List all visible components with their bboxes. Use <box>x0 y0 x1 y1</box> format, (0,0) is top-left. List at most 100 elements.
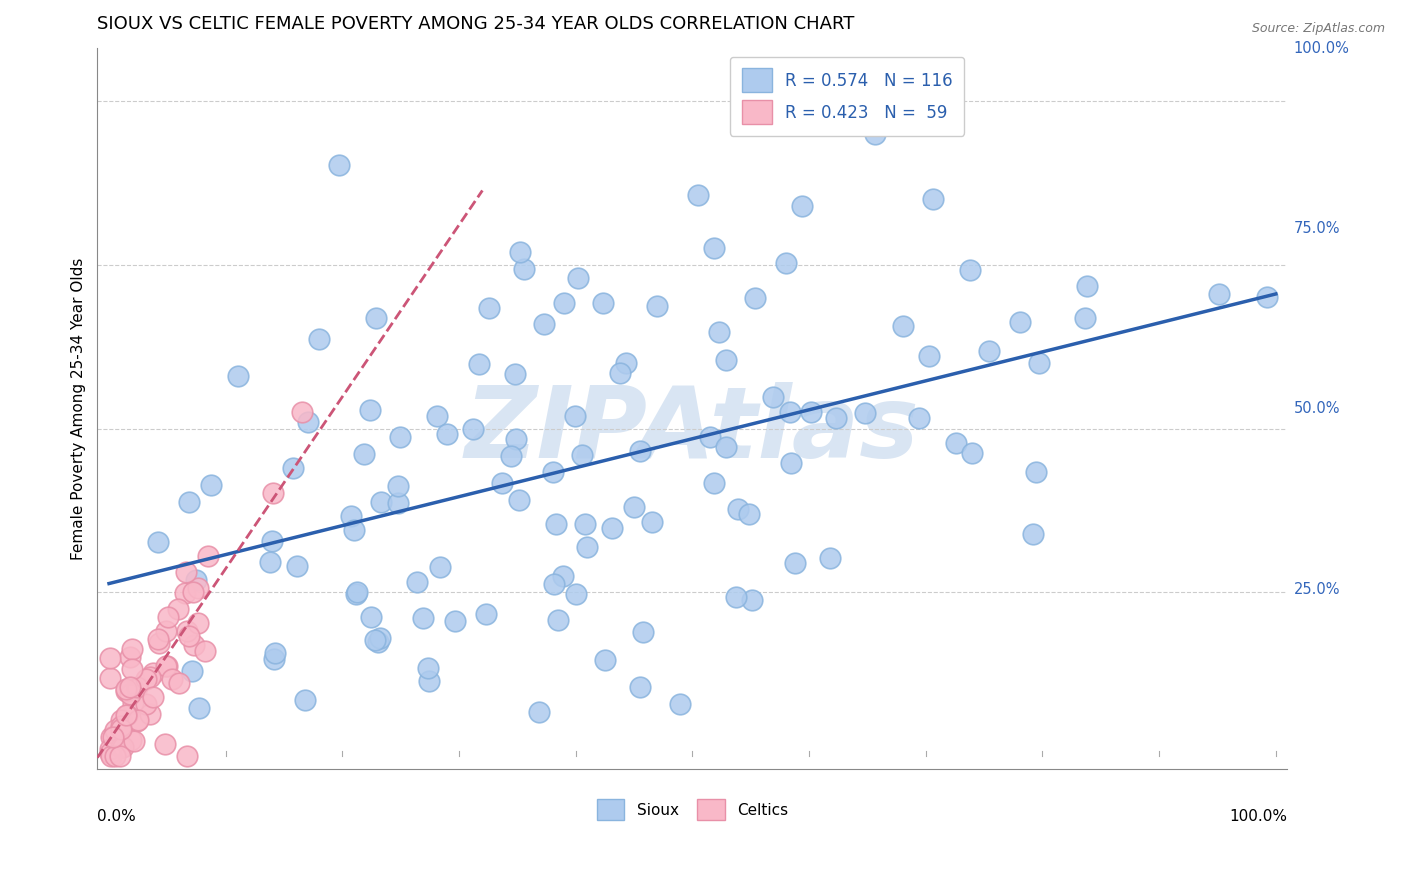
Point <box>508 492 530 507</box>
Point <box>463 422 485 436</box>
Point <box>818 550 841 565</box>
Point <box>891 319 914 334</box>
Point <box>155 659 177 673</box>
Point <box>176 749 198 764</box>
Point <box>908 411 931 425</box>
Point <box>353 447 375 461</box>
Point <box>959 262 981 277</box>
Point <box>346 586 368 600</box>
Text: SIOUX VS CELTIC FEMALE POVERTY AMONG 25-34 YEAR OLDS CORRELATION CHART: SIOUX VS CELTIC FEMALE POVERTY AMONG 25-… <box>97 15 855 33</box>
Point <box>262 533 284 548</box>
Point <box>1208 287 1230 301</box>
Point <box>505 432 527 446</box>
Point <box>367 635 389 649</box>
Point <box>922 193 945 207</box>
Point <box>135 697 157 711</box>
Point <box>575 541 598 555</box>
Point <box>100 731 122 745</box>
Point <box>121 641 143 656</box>
Point <box>426 409 449 423</box>
Point <box>101 730 124 744</box>
Point <box>699 430 721 444</box>
Point <box>478 301 501 316</box>
Point <box>262 486 284 500</box>
Point <box>641 516 664 530</box>
Point <box>181 664 204 678</box>
Point <box>779 405 801 419</box>
Point <box>115 683 138 698</box>
Point <box>387 496 409 510</box>
Point <box>139 670 162 684</box>
Point <box>574 517 596 532</box>
Point <box>167 675 190 690</box>
Point <box>628 443 651 458</box>
Point <box>370 495 392 509</box>
Point <box>342 523 364 537</box>
Point <box>115 682 138 697</box>
Point <box>297 415 319 429</box>
Point <box>187 615 209 630</box>
Point <box>491 476 513 491</box>
Point <box>181 585 204 599</box>
Point <box>359 402 381 417</box>
Point <box>1028 356 1050 370</box>
Point <box>688 188 710 202</box>
Point <box>156 658 179 673</box>
Point <box>707 325 730 339</box>
Point <box>628 680 651 694</box>
Point <box>177 495 200 509</box>
Point <box>509 244 531 259</box>
Point <box>571 449 593 463</box>
Point <box>115 708 138 723</box>
Point <box>291 405 314 419</box>
Point <box>527 705 550 719</box>
Point <box>744 291 766 305</box>
Point <box>259 555 281 569</box>
Point <box>153 737 176 751</box>
Point <box>918 350 941 364</box>
Point <box>115 708 138 723</box>
Point <box>544 517 567 532</box>
Point <box>468 357 491 371</box>
Point <box>118 680 141 694</box>
Text: ZIPAtlas: ZIPAtlas <box>465 382 920 479</box>
Point <box>436 426 458 441</box>
Point <box>714 440 737 454</box>
Point <box>567 270 589 285</box>
Point <box>645 299 668 313</box>
Point <box>790 199 813 213</box>
Point <box>98 650 121 665</box>
Point <box>110 719 132 733</box>
Point <box>135 672 157 686</box>
Point <box>418 674 440 689</box>
Point <box>1008 315 1031 329</box>
Point <box>285 558 308 573</box>
Point <box>551 568 574 582</box>
Text: 0.0%: 0.0% <box>97 809 136 824</box>
Point <box>513 261 536 276</box>
Point <box>110 713 132 727</box>
Point <box>565 587 588 601</box>
Point <box>364 632 387 647</box>
Point <box>308 333 330 347</box>
Point <box>127 713 149 727</box>
Y-axis label: Female Poverty Among 25-34 Year Olds: Female Poverty Among 25-34 Year Olds <box>72 258 86 560</box>
Point <box>139 706 162 721</box>
Point <box>1022 526 1045 541</box>
Point <box>148 534 170 549</box>
Point <box>111 739 134 754</box>
Point <box>738 507 761 521</box>
Point <box>800 405 823 419</box>
Point <box>865 127 887 141</box>
Text: 100.0%: 100.0% <box>1294 41 1350 56</box>
Point <box>263 651 285 665</box>
Point <box>727 502 749 516</box>
Point <box>600 521 623 535</box>
Point <box>187 581 209 595</box>
Point <box>368 632 391 646</box>
Point <box>281 461 304 475</box>
Point <box>148 636 170 650</box>
Point <box>1076 279 1098 293</box>
Point <box>945 435 967 450</box>
Point <box>416 661 439 675</box>
